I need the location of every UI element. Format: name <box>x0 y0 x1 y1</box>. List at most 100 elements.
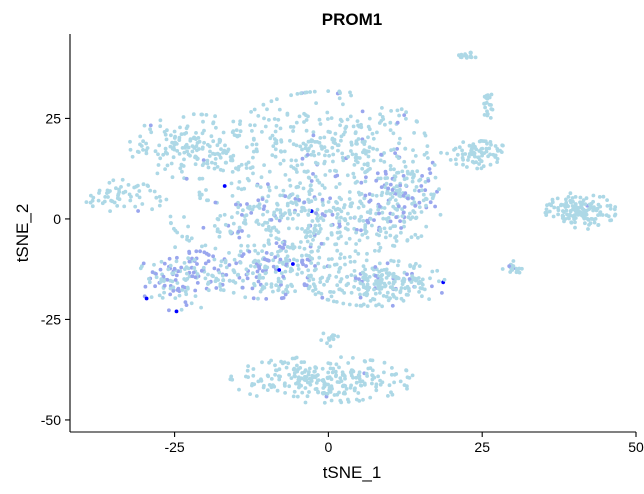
cell-point <box>215 229 220 234</box>
cell-point <box>598 210 603 215</box>
cell-point <box>402 159 407 164</box>
cell-point <box>387 281 392 285</box>
cell-point <box>141 261 146 266</box>
cell-point <box>313 292 318 297</box>
cell-point <box>309 188 314 193</box>
cell-point <box>195 141 200 145</box>
cell-point <box>581 202 586 206</box>
cell-point <box>338 252 343 256</box>
cell-point <box>353 181 358 185</box>
cell-point <box>452 148 456 152</box>
cell-point <box>520 266 524 271</box>
cell-point <box>288 183 293 188</box>
cell-point <box>419 281 424 285</box>
cell-point <box>581 211 585 216</box>
cell-point <box>380 273 385 277</box>
cell-point <box>352 285 356 289</box>
cell-point <box>424 224 429 229</box>
cell-point <box>561 214 566 218</box>
cell-point <box>393 151 397 156</box>
cell-point <box>230 377 235 382</box>
cell-point <box>584 212 589 217</box>
cell-point <box>370 131 375 136</box>
cell-point <box>320 378 325 383</box>
cell-point <box>467 152 472 156</box>
cell-point <box>389 372 394 377</box>
cell-point <box>382 281 387 286</box>
cell-point <box>236 186 241 191</box>
cell-point <box>208 149 212 154</box>
cell-point <box>250 165 255 170</box>
cell-point <box>348 90 352 95</box>
cell-point <box>349 93 353 98</box>
cell-point <box>329 231 334 235</box>
cell-point <box>231 221 236 226</box>
cell-point <box>301 186 306 191</box>
cell-point <box>431 194 436 199</box>
cell-point <box>338 117 343 122</box>
cell-point <box>277 107 282 112</box>
cell-point <box>285 216 290 221</box>
cell-point <box>128 147 133 152</box>
cell-point <box>572 215 576 220</box>
cell-point <box>317 245 321 250</box>
cell-point <box>186 256 191 261</box>
cell-point <box>278 208 283 213</box>
cell-point <box>281 188 286 193</box>
cell-point <box>331 152 336 157</box>
cell-point <box>218 284 223 289</box>
cell-point <box>187 251 192 256</box>
cell-point <box>168 263 173 268</box>
cell-point <box>309 261 314 265</box>
cell-point <box>254 220 259 224</box>
cell-point <box>422 287 427 292</box>
cell-point <box>286 258 290 263</box>
cell-point <box>354 158 358 163</box>
cell-point <box>263 271 268 276</box>
cell-point <box>432 163 437 167</box>
cell-point <box>186 152 191 157</box>
cell-point <box>229 181 234 186</box>
cell-point <box>398 290 403 295</box>
cell-point <box>460 148 464 153</box>
cell-point <box>273 255 278 260</box>
cell-point <box>193 288 198 293</box>
cell-point <box>390 286 395 291</box>
cell-point <box>275 203 280 207</box>
cell-point <box>275 207 279 212</box>
cell-point <box>331 290 336 294</box>
cell-point <box>592 220 597 225</box>
cell-point <box>306 169 310 174</box>
cell-point <box>327 153 331 158</box>
cell-point <box>305 394 310 399</box>
cell-point <box>238 119 243 124</box>
cell-point <box>566 195 571 199</box>
cell-point <box>161 152 166 157</box>
cell-point <box>349 273 354 277</box>
cell-point <box>287 226 291 231</box>
cell-point <box>489 142 493 147</box>
cell-point <box>349 204 353 209</box>
cell-point <box>469 50 473 55</box>
cell-point <box>204 188 208 192</box>
cell-point <box>194 249 199 254</box>
cell-point <box>257 266 262 271</box>
cell-point <box>103 195 108 199</box>
cell-point <box>386 298 391 303</box>
cell-point <box>356 205 361 210</box>
cell-point <box>470 144 475 148</box>
cell-point <box>405 238 410 243</box>
cell-point <box>345 275 349 279</box>
cell-point <box>351 171 356 176</box>
cell-point <box>375 130 379 135</box>
cell-point <box>274 185 279 190</box>
cell-point <box>303 368 308 373</box>
cell-point <box>295 163 300 168</box>
cell-point <box>489 92 494 97</box>
y-tick-label: -25 <box>41 311 61 327</box>
cell-point <box>165 151 170 156</box>
cell-point <box>329 294 334 299</box>
cell-point <box>337 224 342 229</box>
cell-point <box>335 283 340 288</box>
cell-point <box>394 188 399 193</box>
